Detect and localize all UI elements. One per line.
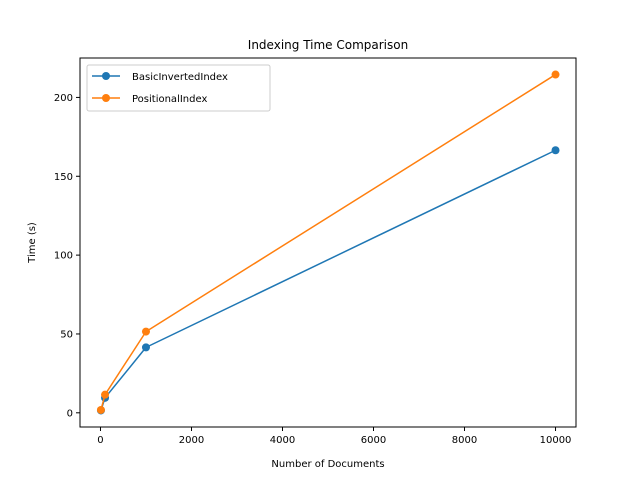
legend-label-basicinvertedindex: BasicInvertedIndex: [132, 72, 228, 83]
y-tick-label: 150: [54, 172, 73, 183]
data-point-positionalindex: [96, 405, 105, 414]
data-point-positionalindex: [551, 70, 560, 79]
y-tick-label: 100: [54, 251, 73, 262]
legend-marker-basicinvertedindex: [102, 72, 110, 80]
legend-marker-positionalindex: [102, 94, 110, 102]
plot-frame: [79, 57, 577, 428]
series-layer: [96, 70, 560, 415]
chart-title: Indexing Time Comparison: [248, 38, 408, 52]
x-tick-label: 10000: [540, 435, 572, 446]
y-axis: 0 50 100 150 200: [54, 93, 80, 419]
x-tick-label: 8000: [452, 435, 477, 446]
x-tick-label: 2000: [179, 435, 204, 446]
y-axis-title: Time (s): [27, 222, 38, 264]
data-point-basicinvertedindex: [551, 146, 560, 155]
x-axis-title: Number of Documents: [271, 459, 384, 470]
legend-label-positionalindex: PositionalIndex: [132, 94, 207, 105]
y-tick-label: 50: [60, 329, 73, 340]
x-tick-label: 4000: [270, 435, 295, 446]
x-axis: 0 2000 4000 6000 8000 10000: [97, 427, 571, 446]
x-tick-label: 0: [97, 435, 103, 446]
x-tick-label: 6000: [361, 435, 386, 446]
series-line-positionalindex: [100, 73, 556, 411]
y-tick-label: 200: [54, 93, 73, 104]
data-point-basicinvertedindex: [141, 343, 150, 352]
data-point-positionalindex: [101, 390, 110, 399]
legend: BasicInvertedIndex PositionalIndex: [86, 64, 271, 112]
legend-box: [86, 64, 271, 112]
y-tick-label: 0: [67, 408, 73, 419]
data-point-positionalindex: [141, 327, 150, 336]
